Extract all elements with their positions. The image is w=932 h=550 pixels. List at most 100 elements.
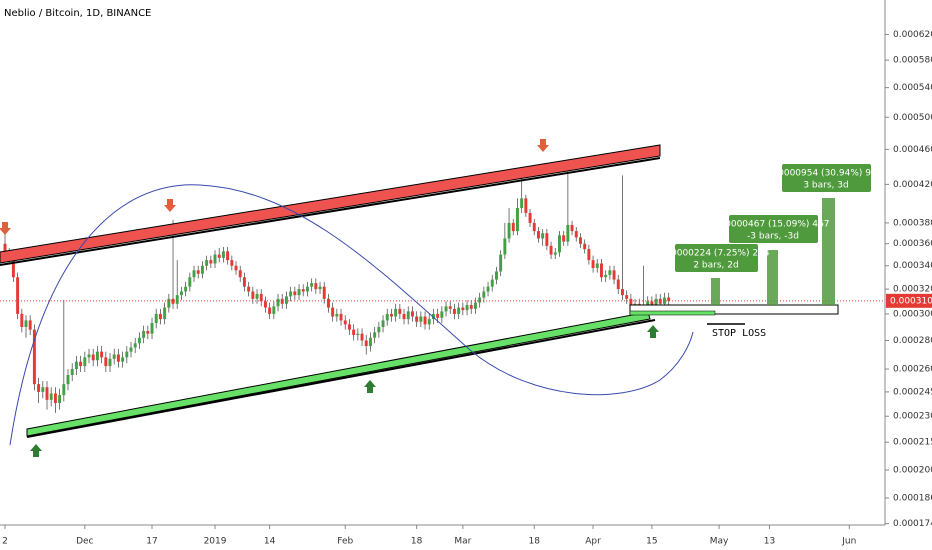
y-tick-label: 0.0002300: [893, 412, 932, 422]
candle-body: [129, 347, 133, 352]
candle-body: [452, 308, 456, 314]
candle-body: [221, 251, 225, 258]
x-tick-label: Feb: [337, 537, 353, 547]
candle-body: [562, 235, 566, 242]
candle-body: [511, 222, 515, 232]
x-tick-label: 18: [529, 537, 541, 547]
support-band: [26, 311, 651, 437]
candle-body: [444, 306, 448, 312]
candle-body: [79, 361, 83, 367]
candle-body: [629, 298, 633, 308]
x-tick-label: 15: [646, 537, 657, 547]
x-tick-label: Dec: [76, 537, 93, 547]
candle-body: [360, 333, 364, 341]
stop-loss-label: STOP LOSS: [712, 328, 766, 339]
candle-body: [28, 320, 32, 330]
candle-body: [255, 293, 259, 299]
candle-body: [415, 316, 419, 322]
candle-body: [326, 298, 330, 308]
last-price-box: [886, 293, 932, 308]
candle-body: [604, 274, 608, 278]
x-tick-label: 17: [146, 537, 157, 547]
candle-body: [175, 295, 179, 304]
candle-body: [490, 279, 494, 287]
candle-body: [158, 313, 162, 320]
candle-body: [163, 307, 167, 320]
candle-body: [398, 308, 402, 314]
candle-body: [305, 286, 309, 292]
candle-body: [427, 319, 431, 325]
candle-body: [583, 243, 587, 250]
measure-box: [782, 164, 871, 192]
candle-body: [646, 301, 650, 307]
candle-body: [566, 224, 570, 242]
candle-body: [142, 330, 146, 338]
candle-body: [150, 323, 154, 334]
candle-body: [339, 313, 343, 321]
measure-text: 0.0000467 (15.09%) 467: [717, 220, 830, 230]
candle-body: [49, 393, 53, 400]
candle-body: [520, 198, 524, 209]
candle-body: [217, 254, 221, 258]
candle-body: [125, 351, 129, 358]
candle-body: [507, 222, 511, 239]
candle-body: [289, 291, 293, 297]
chart-title: Neblio / Bitcoin, 1D, BINANCE: [4, 8, 151, 19]
candle-body: [335, 313, 339, 317]
candle-body: [66, 375, 70, 385]
candle-body: [663, 297, 666, 304]
candle-body: [381, 320, 385, 327]
y-tick-label: 0.0002000: [893, 466, 932, 476]
candle-body: [570, 224, 574, 232]
candle-body: [461, 307, 465, 311]
candle-body: [276, 298, 280, 307]
candle-body: [188, 277, 192, 287]
candle-body: [549, 245, 553, 255]
candle-body: [263, 301, 267, 308]
candle-body: [654, 298, 658, 308]
candle-body: [423, 316, 427, 325]
candle-body: [32, 329, 36, 385]
candle-body: [385, 313, 389, 321]
candle-body: [482, 291, 486, 298]
target-bar: [767, 250, 778, 305]
candle-body: [658, 298, 662, 304]
candle-body: [436, 313, 440, 318]
x-tick-label: Mar: [454, 537, 471, 547]
candle-body: [406, 311, 410, 320]
candle-body: [356, 333, 360, 336]
x-tick-label: 2019: [204, 537, 227, 547]
candle-body: [318, 286, 322, 290]
candle-body: [389, 313, 393, 317]
measure-sub: 2 bars, 2d: [693, 261, 738, 271]
y-tick-label: 0.0006200: [893, 30, 932, 40]
last-price-label: 0.0003104: [890, 296, 932, 306]
resistance-line: [0, 157, 661, 266]
candle-body: [310, 283, 314, 287]
candle-body: [301, 289, 305, 292]
candle-body: [133, 343, 137, 348]
candle-body: [616, 279, 620, 290]
x-tick-label: 14: [264, 537, 276, 547]
candle-body: [3, 243, 7, 253]
candle-body: [209, 260, 213, 264]
candle-body: [591, 260, 595, 269]
candle-body: [108, 358, 112, 367]
target-bar: [711, 278, 720, 305]
candle-body: [322, 286, 326, 299]
candle-body: [536, 231, 540, 239]
candle-body: [478, 297, 482, 303]
target-bar: [822, 198, 835, 305]
y-tick-label: 0.0001740: [893, 519, 932, 529]
candle-body: [599, 263, 603, 278]
y-tick-label: 0.0003000: [893, 309, 932, 319]
candle-body: [95, 351, 99, 361]
candle-body: [171, 298, 175, 304]
candle-body: [226, 251, 230, 261]
candle-body: [179, 291, 183, 296]
candle-body: [402, 313, 406, 320]
candle-body: [196, 270, 200, 274]
candle-body: [473, 302, 477, 309]
